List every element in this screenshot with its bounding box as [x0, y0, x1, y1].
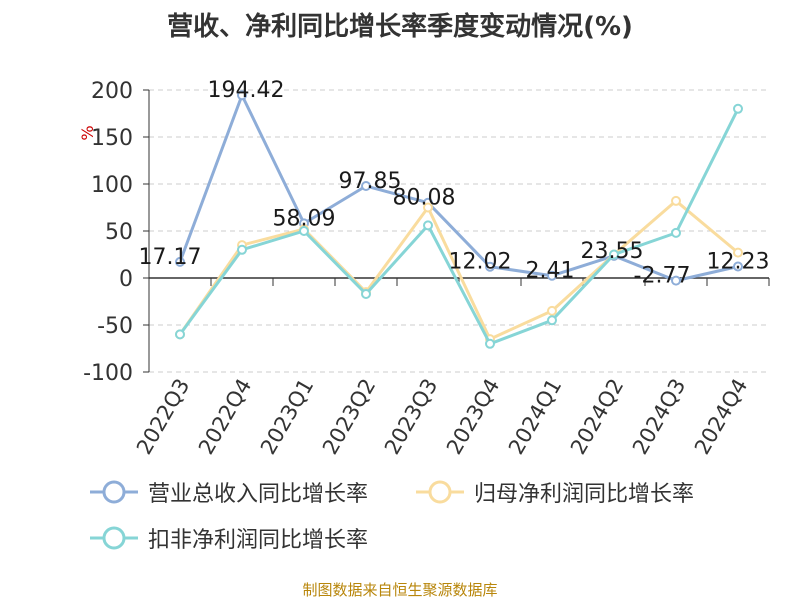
series-line-2 — [178, 107, 740, 346]
chart-title: 营收、净利同比增长率季度变动情况(%) — [167, 12, 633, 42]
series-line-0 — [178, 93, 740, 283]
data-label: 17.17 — [139, 245, 202, 270]
grid-lines — [149, 89, 769, 373]
data-label: 58.09 — [273, 206, 336, 231]
series-point-2 — [485, 338, 495, 349]
series-point-2 — [733, 103, 743, 114]
legend-line-circle-icon — [416, 480, 464, 504]
legend-line-circle-icon — [90, 526, 138, 550]
data-label: 12.02 — [449, 250, 512, 275]
series-point-2 — [175, 329, 185, 340]
series-point-0 — [671, 275, 681, 286]
y-tick-label: -50 — [97, 314, 133, 339]
series-point-2 — [609, 249, 619, 260]
series-point-1 — [547, 305, 557, 316]
legend-line-circle-icon — [90, 480, 138, 504]
x-tick-label: 2022Q3 — [132, 375, 194, 459]
x-tick-label: 2023Q4 — [442, 375, 504, 459]
series-point-0 — [485, 261, 495, 272]
y-tick-label: 200 — [91, 79, 133, 104]
data-label: 23.55 — [581, 239, 644, 264]
series-point-0 — [361, 181, 371, 192]
x-tick-label: 2024Q2 — [566, 375, 628, 459]
legend-label: 扣非净利润同比增长率 — [148, 528, 369, 553]
series-point-0 — [733, 261, 743, 272]
series-point-2 — [423, 220, 433, 231]
data-label: -2.77 — [634, 264, 691, 289]
data-label: 12.23 — [707, 250, 770, 275]
x-tick-label: 2022Q4 — [194, 375, 256, 459]
x-tick-label: 2024Q1 — [504, 375, 566, 459]
legend-item-2[interactable]: 扣非净利润同比增长率 — [90, 522, 368, 554]
y-tick-label: -100 — [83, 361, 133, 386]
y-axis-unit-label: % — [78, 125, 97, 140]
y-tick-label: 100 — [91, 173, 133, 198]
y-tick-label: 150 — [91, 126, 133, 151]
y-tick-label: 50 — [105, 220, 133, 245]
series-point-0 — [547, 270, 557, 281]
series-point-2 — [299, 226, 309, 236]
series-point-0 — [175, 256, 185, 267]
data-label: 80.08 — [393, 186, 456, 211]
legend-label: 营业总收入同比增长率 — [148, 482, 369, 507]
series-point-1 — [733, 247, 743, 258]
x-tick-label: 2024Q3 — [628, 375, 690, 459]
legend-item-1[interactable]: 归母净利润同比增长率 — [416, 476, 694, 508]
data-label: 194.42 — [208, 78, 285, 103]
series-line-1 — [178, 199, 740, 341]
series-point-0 — [237, 90, 247, 101]
x-tick-label: 2024Q4 — [690, 375, 752, 459]
series-lines — [175, 90, 743, 349]
series-point-1 — [423, 202, 433, 213]
y-tick-label: 0 — [119, 267, 133, 292]
data-label: 97.85 — [339, 169, 402, 194]
series-point-2 — [237, 244, 247, 255]
series-point-2 — [671, 227, 681, 238]
x-tick-label: 2023Q1 — [256, 375, 318, 459]
x-tick-label: 2023Q3 — [380, 375, 442, 459]
source-note: 制图数据来自恒生聚源数据库 — [302, 581, 498, 599]
series-point-2 — [361, 288, 371, 299]
series-point-2 — [547, 315, 557, 326]
legend-label: 归母净利润同比增长率 — [474, 482, 695, 507]
series-point-1 — [671, 195, 681, 206]
legend-item-0[interactable]: 营业总收入同比增长率 — [90, 476, 368, 508]
x-tick-label: 2023Q2 — [318, 375, 380, 459]
data-label: 2.41 — [526, 259, 575, 284]
